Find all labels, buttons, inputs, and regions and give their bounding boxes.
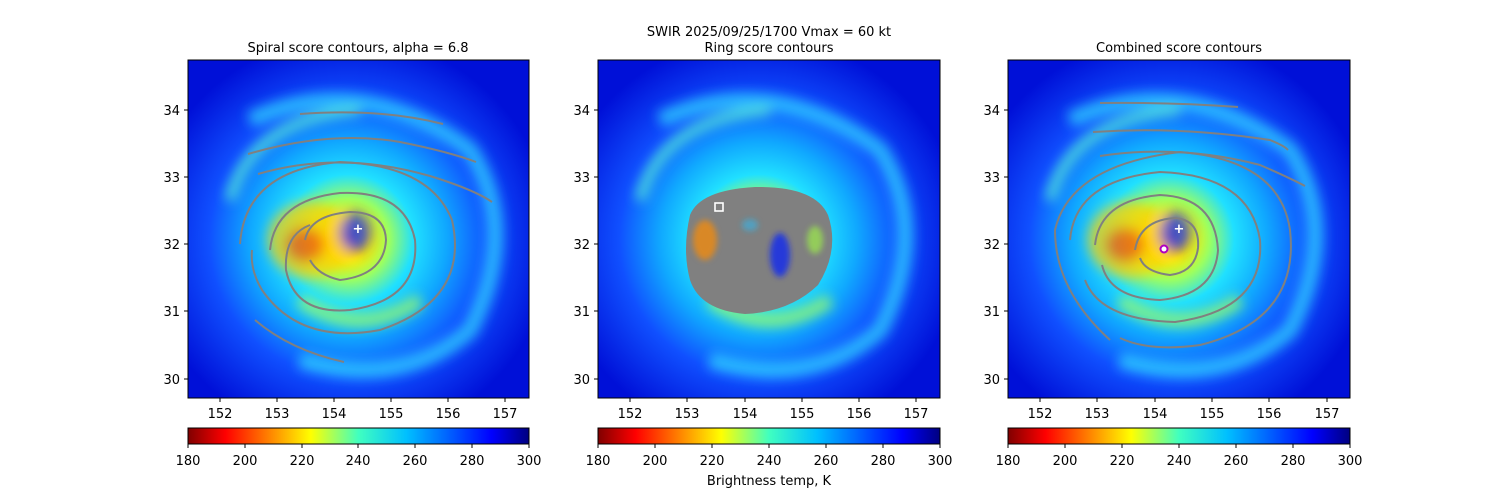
y-axis-ticks xyxy=(1004,109,1008,380)
panel-title: Combined score contours xyxy=(1096,41,1262,56)
colorbar-tick-label: 260 xyxy=(814,454,839,469)
panel-ring: Ring score contours xyxy=(573,41,952,489)
x-tick-label: 152 xyxy=(618,407,643,422)
spiral-score-contours xyxy=(239,111,493,363)
y-axis-labels: 34 33 32 31 30 xyxy=(573,104,590,388)
colorbar-tick-label: 300 xyxy=(928,454,953,469)
colorbar-ticks xyxy=(597,444,941,448)
y-tick-label: 33 xyxy=(573,171,590,186)
x-tick-label: 155 xyxy=(1200,407,1225,422)
colorbar-tick-label: 200 xyxy=(643,454,668,469)
colorbar-tick-label: 260 xyxy=(1224,454,1249,469)
y-tick-label: 33 xyxy=(163,171,180,186)
colorbar xyxy=(1007,427,1351,445)
colorbar-tick-label: 180 xyxy=(996,454,1021,469)
y-axis-labels: 34 33 32 31 30 xyxy=(983,104,1000,388)
colorbar-tick-label: 280 xyxy=(871,454,896,469)
colorbar xyxy=(187,427,530,445)
colorbar-tick-label: 200 xyxy=(1053,454,1078,469)
x-tick-label: 152 xyxy=(208,407,233,422)
panel-spiral: Spiral score contours, alpha = 6.8 xyxy=(163,41,541,469)
x-tick-label: 157 xyxy=(493,407,518,422)
x-tick-label: 156 xyxy=(436,407,461,422)
colorbar-tick-label: 280 xyxy=(1281,454,1306,469)
center-plus-marker: + xyxy=(1174,222,1185,237)
y-tick-label: 32 xyxy=(163,238,180,253)
y-tick-label: 30 xyxy=(163,373,180,388)
y-axis-ticks xyxy=(184,109,188,380)
colorbar-tick-label: 280 xyxy=(460,454,485,469)
panel-title: Ring score contours xyxy=(704,41,833,56)
x-tick-label: 154 xyxy=(733,407,758,422)
x-axis-ticks xyxy=(1039,398,1328,402)
x-tick-label: 154 xyxy=(322,407,347,422)
x-tick-label: 153 xyxy=(675,407,700,422)
y-tick-label: 33 xyxy=(983,171,1000,186)
colorbar-tick-label: 240 xyxy=(1167,454,1192,469)
x-axis-ticks xyxy=(629,398,917,402)
x-tick-label: 156 xyxy=(1257,407,1282,422)
y-tick-label: 31 xyxy=(983,305,1000,320)
center-plus-marker: + xyxy=(353,222,364,237)
y-tick-label: 34 xyxy=(163,104,180,119)
x-axis-labels: 152 153 154 155 156 157 xyxy=(1028,407,1340,422)
x-tick-label: 153 xyxy=(265,407,290,422)
y-tick-label: 34 xyxy=(573,104,590,119)
ring-square-marker xyxy=(714,202,724,212)
ir-image xyxy=(188,60,529,398)
x-tick-label: 157 xyxy=(904,407,929,422)
y-tick-label: 32 xyxy=(573,238,590,253)
ring-score-region xyxy=(686,186,833,314)
colorbar-tick-label: 180 xyxy=(176,454,201,469)
colorbar-tick-label: 260 xyxy=(403,454,428,469)
colorbar-tick-label: 240 xyxy=(346,454,371,469)
colorbar-tick-label: 240 xyxy=(757,454,782,469)
colorbar-tick-label: 300 xyxy=(1338,454,1363,469)
x-axis-labels: 152 153 154 155 156 157 xyxy=(618,407,929,422)
colorbar-tick-label: 200 xyxy=(233,454,258,469)
colorbar-labels: 180 200 220 240 260 280 300 xyxy=(176,454,542,469)
colorbar-labels: 180 200 220 240 260 280 300 xyxy=(996,454,1363,469)
combined-score-contours xyxy=(1053,101,1306,349)
colorbar-tick-label: 220 xyxy=(700,454,725,469)
colorbar-labels: 180 200 220 240 260 280 300 xyxy=(586,454,953,469)
colorbar-ticks xyxy=(1007,444,1351,448)
y-tick-label: 30 xyxy=(983,373,1000,388)
x-tick-label: 157 xyxy=(1315,407,1340,422)
y-axis-ticks xyxy=(594,109,598,380)
ir-image xyxy=(1008,60,1350,398)
y-tick-label: 30 xyxy=(573,373,590,388)
y-tick-label: 32 xyxy=(983,238,1000,253)
y-tick-label: 34 xyxy=(983,104,1000,119)
colorbar-label: Brightness temp, K xyxy=(707,474,832,489)
colorbar-ticks xyxy=(187,444,530,448)
colorbar-tick-label: 300 xyxy=(517,454,542,469)
x-tick-label: 156 xyxy=(847,407,872,422)
colorbar xyxy=(597,427,941,445)
y-tick-label: 31 xyxy=(573,305,590,320)
y-tick-label: 31 xyxy=(163,305,180,320)
x-tick-label: 152 xyxy=(1028,407,1053,422)
x-tick-label: 153 xyxy=(1085,407,1110,422)
combined-circle-marker xyxy=(1159,244,1169,254)
x-tick-label: 155 xyxy=(379,407,404,422)
colorbar-tick-label: 220 xyxy=(1110,454,1135,469)
y-axis-labels: 34 33 32 31 30 xyxy=(163,104,180,388)
x-tick-label: 154 xyxy=(1143,407,1168,422)
colorbar-tick-label: 180 xyxy=(586,454,611,469)
panel-combined: Combined score contours + xyxy=(983,41,1362,469)
colorbar-tick-label: 220 xyxy=(290,454,315,469)
ir-image xyxy=(598,60,940,398)
figure-suptitle: SWIR 2025/09/25/1700 Vmax = 60 kt xyxy=(647,25,891,40)
x-axis-labels: 152 153 154 155 156 157 xyxy=(208,407,518,422)
x-axis-ticks xyxy=(219,398,506,402)
panel-title: Spiral score contours, alpha = 6.8 xyxy=(247,41,468,56)
x-tick-label: 155 xyxy=(790,407,815,422)
